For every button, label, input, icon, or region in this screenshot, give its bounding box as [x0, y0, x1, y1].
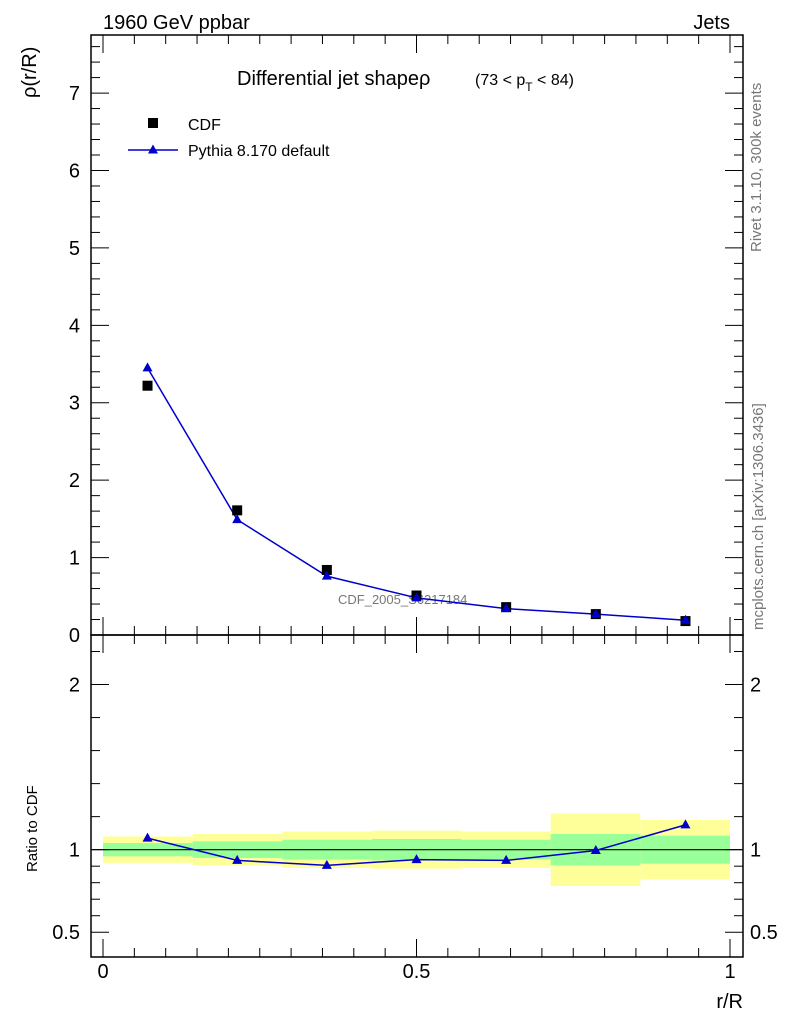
- cdf-point: [321, 564, 332, 575]
- main-ytick-label-7: 7: [69, 83, 80, 105]
- pythia-point: [680, 614, 691, 624]
- ratio-pythia-point: [232, 854, 243, 864]
- pythia-point: [501, 603, 512, 613]
- main-ytick-label-2: 2: [69, 470, 80, 492]
- cdf-point: [232, 505, 243, 516]
- ratio-pythia-point: [590, 844, 601, 854]
- header-energy-label: 1960 GeV ppbar: [103, 12, 250, 34]
- ratio-pythia-point: [680, 819, 691, 829]
- xtick-label-0: 0: [97, 961, 108, 983]
- main-ytick-label-6: 6: [69, 160, 80, 182]
- mcplots-citation-label: mcplots.cern.ch [arXiv:1306.3436]: [750, 403, 767, 630]
- pythia-point: [590, 608, 601, 618]
- main-ylabel: ρ(r/R): [19, 47, 41, 98]
- pythia-point: [321, 570, 332, 580]
- ratio-pythia-point: [321, 859, 332, 869]
- ratio-ytick-label-right-2: 2: [750, 675, 761, 697]
- ratio-pythia-point: [501, 854, 512, 864]
- legend-pythia-marker: [148, 144, 158, 154]
- analysis-watermark: CDF_2005_S6217184: [338, 592, 467, 607]
- ratio-ytick-label-right-1: 1: [750, 840, 761, 862]
- ratio-ytick-label-left-0: 0.5: [52, 922, 80, 944]
- main-ytick-label-4: 4: [69, 315, 80, 337]
- chart-title: Differential jet shapeρ: [237, 68, 430, 90]
- legend-cdf-marker: [148, 118, 158, 128]
- pythia-point: [142, 362, 153, 372]
- pythia-point: [232, 514, 243, 524]
- pythia-line: [146, 367, 686, 622]
- legend-pythia-label: Pythia 8.170 default: [188, 143, 330, 160]
- xtick-label-2: 1: [724, 961, 735, 983]
- chart-title-text: Differential jet shape: [237, 68, 419, 90]
- rivet-version-label: Rivet 3.1.10, 300k events: [748, 83, 765, 252]
- header-process-label: Jets: [693, 12, 730, 34]
- legend: CDF Pythia 8.170 default: [128, 117, 330, 160]
- ratio-ytick-label-right-0: 0.5: [750, 922, 778, 944]
- ratio-pythia-point: [411, 854, 422, 864]
- ratio-ylabel: Ratio to CDF: [24, 785, 41, 872]
- ratio-plot-frame: [90, 634, 744, 958]
- main-ytick-label-5: 5: [69, 238, 80, 260]
- main-ytick-label-3: 3: [69, 393, 80, 415]
- pythia-point: [411, 592, 422, 602]
- ratio-ytick-label-left-1: 1: [69, 840, 80, 862]
- ratio-pythia-point: [142, 832, 153, 842]
- xtick-label-1: 0.5: [403, 961, 431, 983]
- ratio-ytick-label-left-2: 2: [69, 675, 80, 697]
- chart-title-rho: ρ: [419, 68, 430, 90]
- chart-title-subscript: T: [525, 80, 533, 94]
- main-ytick-label-0: 0: [69, 625, 80, 647]
- main-ytick-label-1: 1: [69, 548, 80, 570]
- xaxis-label: r/R: [716, 991, 743, 1013]
- chart-title-range: (73 < pT < 84): [475, 72, 574, 94]
- cdf-point: [142, 380, 153, 391]
- legend-cdf-label: CDF: [188, 117, 221, 134]
- main-plot-panel: ρ(r/R) Differential jet shapeρ (73 < pT …: [19, 47, 574, 607]
